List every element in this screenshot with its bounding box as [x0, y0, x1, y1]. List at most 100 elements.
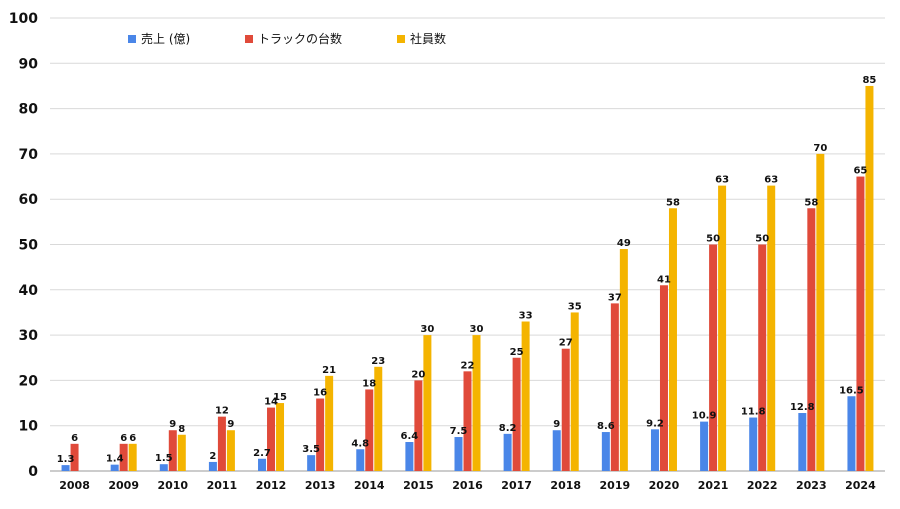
x-axis-ticks: 2008 2009 2010 2011 2012 2013 2014 2015 2016 2017… [59, 479, 876, 492]
bar-売上 (億)-2013 [307, 455, 316, 471]
data-label: 16 [313, 388, 327, 399]
bar-トラックの台数-2017 [512, 357, 521, 471]
bar-トラックの台数-2011 [217, 416, 226, 471]
data-label: 15 [273, 392, 287, 403]
x-tick-label: 2016 [452, 479, 483, 492]
bar-トラックの台数-2016 [463, 371, 472, 471]
data-label: 41 [657, 274, 671, 285]
bar-売上 (億)-2008 [61, 465, 70, 471]
y-tick-label: 0 [28, 464, 38, 480]
y-tick-label: 70 [19, 147, 39, 163]
data-label: 8.2 [499, 423, 517, 434]
bar-トラックの台数-2013 [316, 398, 325, 471]
x-tick-label: 2023 [796, 479, 827, 492]
data-label: 12 [215, 406, 229, 417]
bar-売上 (億)-2022 [749, 417, 758, 471]
data-label: 9 [227, 419, 234, 430]
bar-社員数-2016 [472, 335, 481, 471]
bar-社員数-2023 [816, 153, 825, 471]
data-label: 63 [764, 175, 778, 186]
bar-社員数-2017 [521, 321, 530, 471]
bar-トラックの台数-2023 [807, 208, 816, 471]
bar-トラックの台数-2019 [610, 303, 619, 471]
y-tick-label: 10 [19, 419, 39, 435]
x-tick-label: 2015 [403, 479, 434, 492]
bar-トラックの台数-2014 [365, 389, 374, 471]
data-label: 11.8 [741, 407, 766, 418]
bar-売上 (億)-2021 [700, 421, 709, 471]
x-tick-label: 2013 [305, 479, 336, 492]
data-label: 35 [568, 301, 582, 312]
x-tick-label: 2018 [550, 479, 581, 492]
bar-売上 (億)-2015 [405, 442, 414, 471]
x-tick-label: 2014 [354, 479, 385, 492]
data-label: 50 [706, 234, 720, 245]
bar-トラックの台数-2018 [561, 348, 570, 471]
x-tick-label: 2012 [256, 479, 287, 492]
data-label: 9 [553, 419, 560, 430]
x-tick-label: 2017 [501, 479, 532, 492]
data-label: 14 [264, 397, 278, 408]
data-label: 20 [411, 369, 425, 380]
bar-社員数-2012 [276, 403, 285, 471]
data-label: 65 [853, 166, 867, 177]
data-label: 7.5 [450, 426, 468, 437]
data-label: 1.3 [57, 454, 75, 465]
data-label: 4.8 [351, 438, 369, 449]
bar-売上 (億)-2017 [503, 433, 512, 471]
data-label: 2.7 [253, 448, 271, 459]
bar-トラックの台数-2009 [119, 443, 128, 471]
x-tick-label: 2010 [157, 479, 188, 492]
bar-社員数-2018 [570, 312, 579, 471]
bar-売上 (億)-2011 [208, 461, 217, 471]
data-label: 30 [470, 324, 484, 335]
data-label: 2 [209, 451, 216, 462]
x-tick-label: 2011 [207, 479, 238, 492]
data-label: 30 [420, 324, 434, 335]
data-label: 70 [813, 143, 827, 154]
data-label: 6 [120, 433, 127, 444]
data-label: 37 [608, 292, 622, 303]
bar-トラックの台数-2020 [659, 285, 668, 471]
data-label: 16.5 [839, 385, 864, 396]
bar-売上 (億)-2016 [454, 437, 463, 471]
bar-トラックの台数-2015 [414, 380, 423, 471]
bar-売上 (億)-2009 [110, 464, 119, 471]
data-label: 1.4 [106, 454, 124, 465]
data-label: 23 [371, 356, 385, 367]
data-label: 6.4 [401, 431, 419, 442]
x-tick-label: 2020 [649, 479, 680, 492]
legend-swatch [245, 35, 253, 43]
data-label: 85 [862, 75, 876, 86]
data-label: 6 [129, 433, 136, 444]
legend: 売上 (億) トラックの台数 社員数 [128, 31, 446, 46]
data-label: 9.2 [646, 418, 664, 429]
bar-社員数-2014 [374, 366, 383, 471]
bar-売上 (億)-2023 [798, 413, 807, 471]
x-tick-label: 2019 [600, 479, 631, 492]
bar-トラックの台数-2008 [70, 443, 79, 471]
data-label: 8 [178, 424, 185, 435]
bar-社員数-2022 [767, 185, 776, 472]
bar-社員数-2019 [619, 249, 628, 471]
x-tick-label: 2009 [108, 479, 139, 492]
data-label: 58 [666, 197, 680, 208]
data-label: 10.9 [692, 411, 717, 422]
y-tick-label: 60 [19, 192, 39, 208]
data-label: 8.6 [597, 421, 615, 432]
bars [61, 85, 874, 472]
bar-社員数-2013 [325, 375, 334, 471]
y-tick-label: 30 [19, 328, 39, 344]
bar-売上 (億)-2012 [258, 458, 267, 471]
legend-label: 売上 (億) [141, 31, 190, 46]
bar-売上 (億)-2024 [847, 396, 856, 471]
data-label: 6 [71, 433, 78, 444]
data-label: 3.5 [302, 444, 320, 455]
data-label: 58 [804, 197, 818, 208]
data-label: 22 [461, 360, 475, 371]
x-tick-label: 2021 [698, 479, 729, 492]
bar-売上 (億)-2010 [159, 464, 168, 471]
bar-売上 (億)-2019 [601, 432, 610, 471]
legend-swatch [397, 35, 405, 43]
bar-売上 (億)-2014 [356, 449, 365, 471]
